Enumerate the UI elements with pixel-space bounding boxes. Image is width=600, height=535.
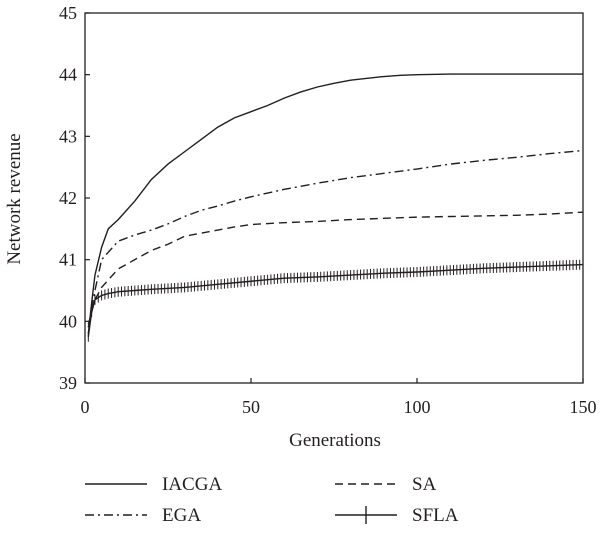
legend-item-ega: EGA — [85, 505, 201, 526]
y-tick-label: 44 — [59, 65, 77, 85]
y-tick-label: 42 — [59, 188, 77, 208]
y-tick-label: 45 — [59, 3, 77, 23]
plot-frame — [84, 12, 584, 384]
legend: IACGA SA EGA SFLA — [85, 474, 459, 526]
legend-item-sa: SA — [335, 474, 437, 495]
y-tick-label: 43 — [59, 126, 77, 146]
legend-item-iacga: IACGA — [85, 474, 222, 495]
y-axis: 39 40 41 42 43 44 45 — [59, 3, 90, 393]
legend-item-sfla: SFLA — [335, 505, 459, 526]
legend-label: SFLA — [412, 505, 459, 526]
series-line-sa — [87, 211, 584, 325]
y-tick-label: 41 — [59, 250, 77, 270]
y-tick-label: 39 — [59, 373, 77, 393]
series-line-sfla — [87, 263, 584, 337]
series-layer — [87, 73, 584, 342]
x-axis-label: Generations — [289, 430, 381, 451]
x-tick-label: 50 — [242, 397, 260, 417]
legend-label: IACGA — [162, 474, 222, 495]
y-axis-label: Network revenue — [4, 133, 25, 264]
series-line-ega — [87, 149, 584, 328]
x-axis: 0 50 100 150 — [81, 378, 597, 417]
legend-label: EGA — [162, 505, 201, 526]
x-tick-label: 150 — [570, 397, 597, 417]
series-line-iacga — [87, 73, 583, 334]
y-tick-label: 40 — [59, 311, 77, 331]
series-markers-sfla — [87, 259, 584, 342]
x-tick-label: 0 — [81, 397, 90, 417]
legend-label: SA — [412, 474, 437, 495]
x-tick-label: 100 — [404, 397, 431, 417]
plot-area-border — [84, 12, 584, 384]
